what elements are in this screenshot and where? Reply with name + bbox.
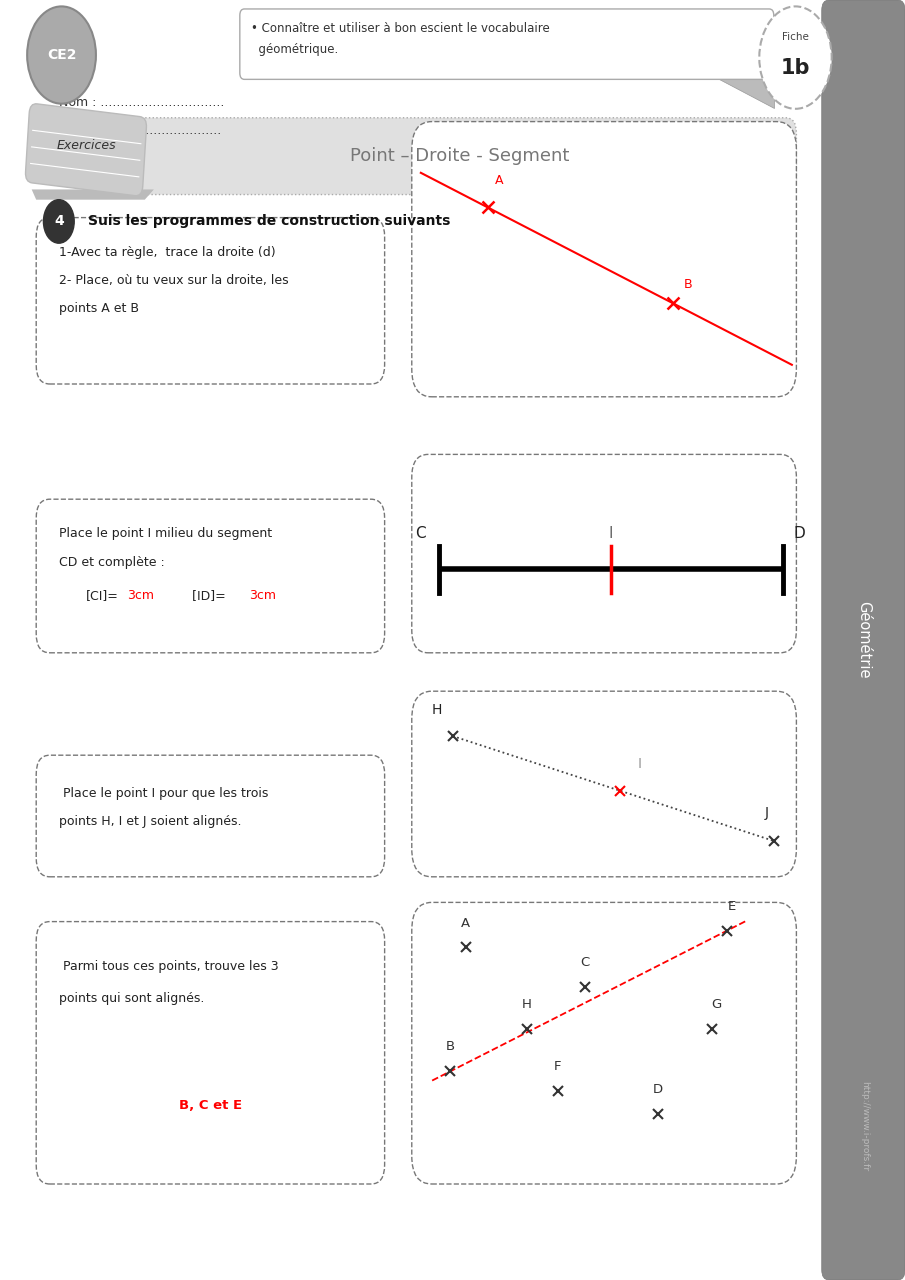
Text: Place le point I pour que les trois: Place le point I pour que les trois [59,787,268,800]
Text: Place le point I milieu du segment: Place le point I milieu du segment [59,527,272,540]
Text: I: I [638,758,642,772]
Text: F: F [554,1060,562,1073]
Text: G: G [711,998,721,1011]
FancyBboxPatch shape [412,902,796,1184]
Circle shape [27,6,96,104]
FancyBboxPatch shape [36,499,385,653]
Text: [ID]=: [ID]= [176,589,230,602]
Text: 3cm: 3cm [127,589,154,602]
FancyBboxPatch shape [822,0,905,1280]
Text: Nom : ...............................: Nom : ............................... [59,96,224,109]
Text: Date : ..............................: Date : .............................. [59,124,221,137]
Text: A: A [461,916,471,929]
Text: Géométrie: Géométrie [856,602,871,678]
Text: 1-Avec ta règle,  trace la droite (d): 1-Avec ta règle, trace la droite (d) [59,246,275,259]
Text: I: I [609,526,613,541]
FancyBboxPatch shape [25,104,147,196]
FancyBboxPatch shape [36,755,385,877]
Circle shape [759,6,832,109]
FancyBboxPatch shape [240,9,774,79]
Text: A: A [495,174,503,187]
Text: C: C [580,956,589,969]
FancyBboxPatch shape [412,122,796,397]
Text: Exercices: Exercices [56,140,116,152]
Text: D: D [653,1083,663,1096]
Text: 2- Place, où tu veux sur la droite, les: 2- Place, où tu veux sur la droite, les [59,274,289,287]
Text: D: D [794,526,805,541]
FancyBboxPatch shape [36,922,385,1184]
Text: J: J [765,806,768,820]
Text: Suis les programmes de construction suivants: Suis les programmes de construction suiv… [88,215,450,228]
FancyBboxPatch shape [412,691,796,877]
Text: points A et B: points A et B [59,302,138,315]
Text: http://www.i-profs.fr: http://www.i-profs.fr [860,1082,869,1171]
Text: [CI]=: [CI]= [86,589,119,602]
Circle shape [43,200,74,243]
Text: Point – Droite - Segment: Point – Droite - Segment [349,147,569,165]
FancyBboxPatch shape [122,118,796,195]
Text: B: B [684,278,692,291]
Text: 3cm: 3cm [249,589,276,602]
FancyBboxPatch shape [36,218,385,384]
Text: points H, I et J soient alignés.: points H, I et J soient alignés. [59,815,242,828]
Text: B, C et E: B, C et E [179,1098,242,1112]
Text: C: C [415,526,426,541]
Text: B: B [445,1041,455,1053]
Text: Parmi tous ces points, trouve les 3: Parmi tous ces points, trouve les 3 [59,960,279,973]
Text: Fiche: Fiche [782,32,809,42]
FancyBboxPatch shape [412,454,796,653]
Text: 1b: 1b [781,58,810,78]
Text: E: E [728,900,736,913]
Text: CD et complète :: CD et complète : [59,556,165,568]
Text: points qui sont alignés.: points qui sont alignés. [59,992,205,1005]
Text: H: H [432,703,442,717]
Polygon shape [32,189,154,200]
Text: • Connaître et utiliser à bon escient le vocabulaire
  géométrique.: • Connaître et utiliser à bon escient le… [251,22,549,56]
Polygon shape [719,79,774,108]
Text: CE2: CE2 [47,49,76,61]
Text: H: H [522,998,532,1011]
Text: 4: 4 [54,215,63,228]
